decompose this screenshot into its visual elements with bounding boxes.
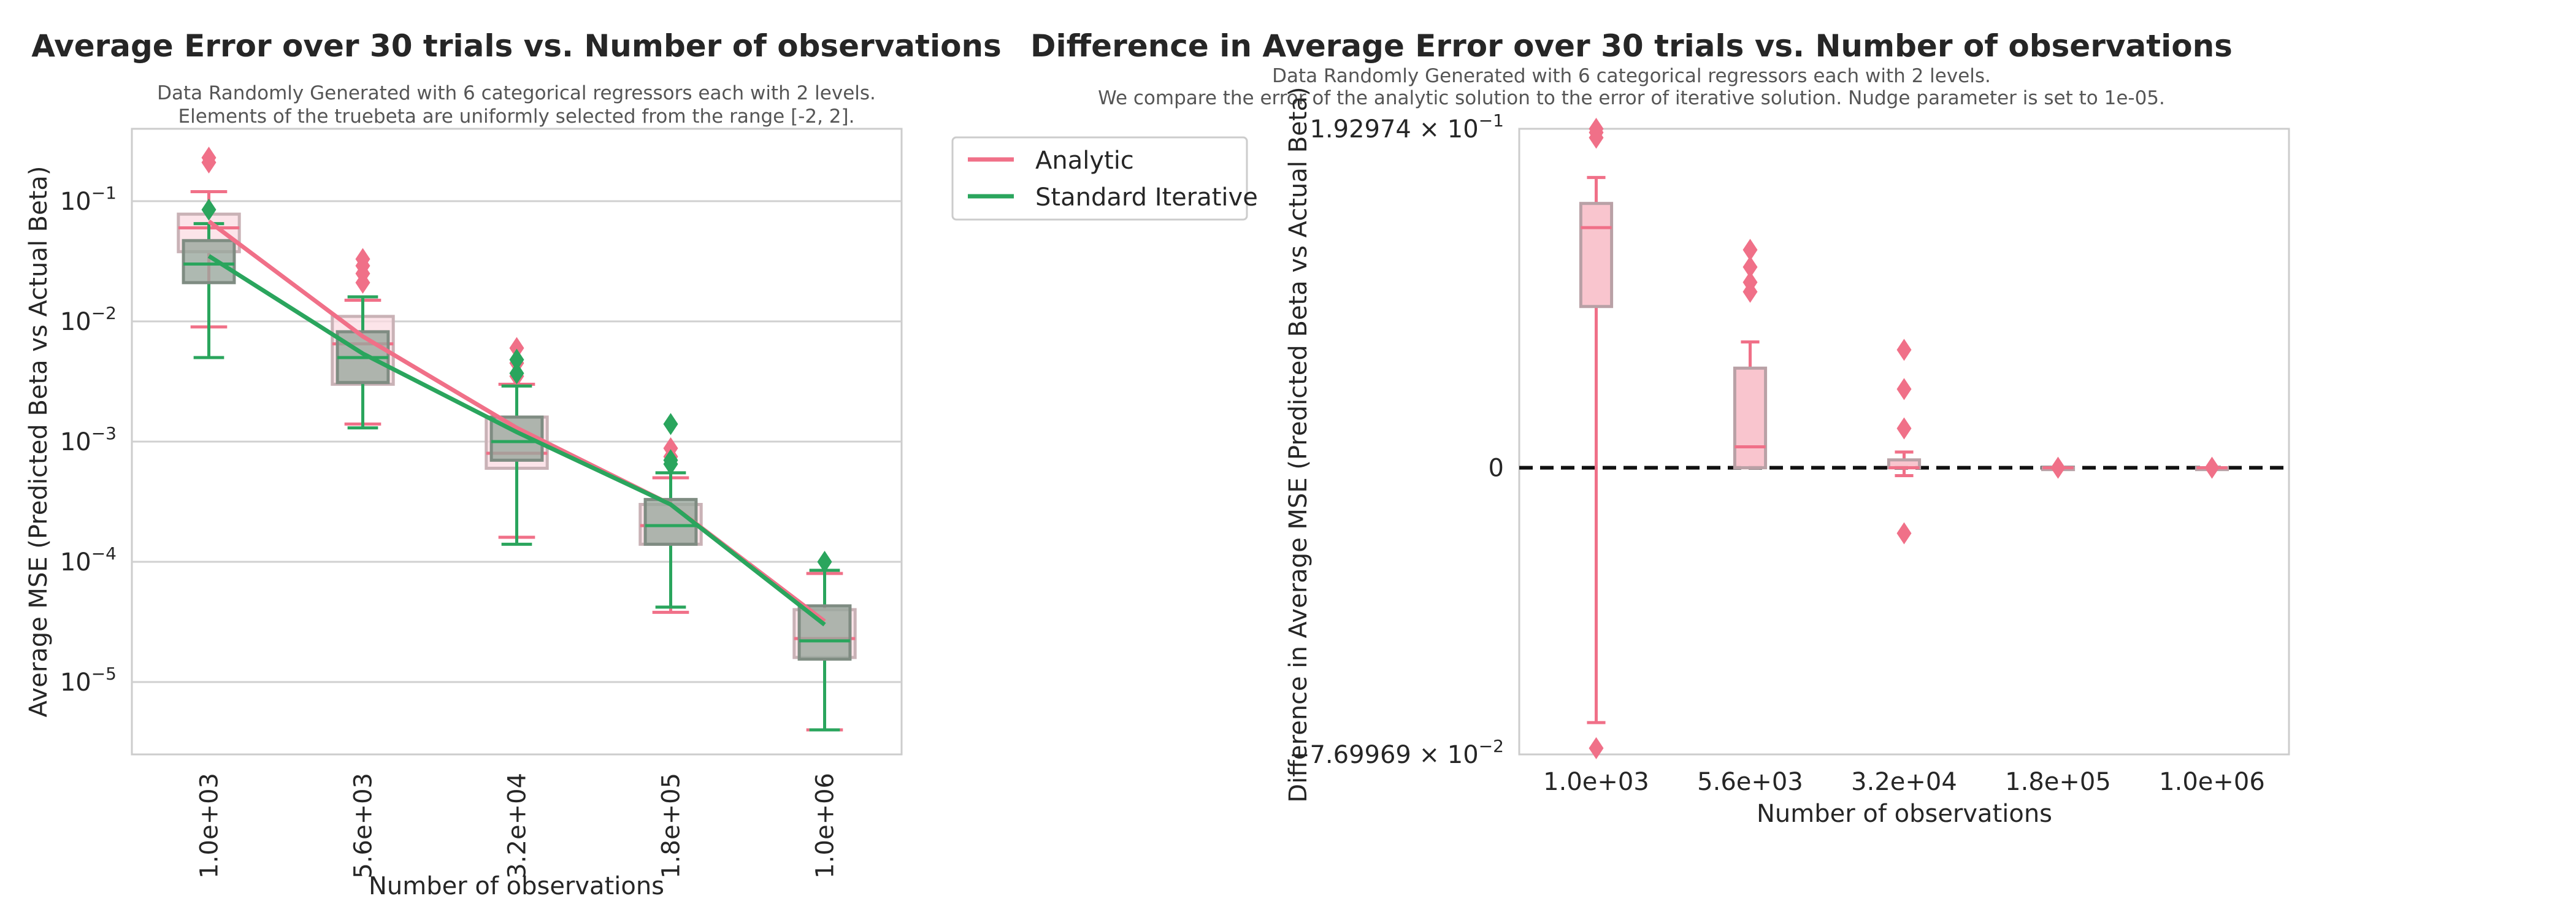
chart1-x-tick-label-1: 5.6e+03 xyxy=(350,773,378,879)
chart2-box-2-outlier-3 xyxy=(1896,339,1912,361)
chart1-subtitle-line-2: Elements of the truebeta are uniformly s… xyxy=(178,105,855,128)
chart1-standard-iterative-box-3-outlier-1 xyxy=(663,449,678,472)
chart2-box-2-outlier-1 xyxy=(1896,417,1912,440)
chart1-gridlines xyxy=(132,200,902,683)
chart2-plot-area xyxy=(1518,128,2290,756)
chart2-x-ticks: 1.0e+03 5.6e+03 3.2e+04 1.8e+05 1.0e+06 xyxy=(1543,768,2265,796)
chart2-x-tick-label-3: 1.8e+05 xyxy=(2005,768,2111,796)
chart1-x-tick-label-2: 3.2e+04 xyxy=(504,773,532,879)
chart1-boxes xyxy=(177,147,857,732)
chart1-standard-iterative-box-2-outlier-0 xyxy=(509,362,524,385)
legend-frame xyxy=(951,136,1248,221)
chart2-box-1-outlier-2 xyxy=(1742,256,1758,278)
chart2-y-ticks: 1.92974 × 10−1 0 −7.69969 × 10−2 xyxy=(1289,110,1504,769)
chart2-box-3-outlier-0 xyxy=(2050,456,2066,479)
chart1-analytic-box-3-outlier-1 xyxy=(663,437,678,459)
chart1-mean-line-standard-iterative xyxy=(207,254,826,627)
chart1-analytic-box-1-outlier-3 xyxy=(355,248,370,270)
chart1-x-tick-label-3: 1.8e+05 xyxy=(657,773,686,879)
legend-label-standard-iterative: Standard Iterative xyxy=(1035,183,1258,212)
chart2-y-tick-label-0: 1.92974 × 10−1 xyxy=(1309,110,1504,144)
chart1-standard-iterative-box-0-box xyxy=(182,239,236,285)
chart2-x-axis-label: Number of observations xyxy=(1757,800,2052,828)
chart1-analytic-box-0-outlier-1 xyxy=(201,147,217,169)
chart2-title: Difference in Average Error over 30 tria… xyxy=(1030,28,2233,64)
chart1-title: Average Error over 30 trials vs. Number … xyxy=(31,28,1002,64)
chart1-subtitle-line-1: Data Randomly Generated with 6 categoric… xyxy=(157,82,876,104)
chart2-box-0-outlier-3 xyxy=(1589,117,1604,140)
chart2-boxes xyxy=(1579,117,2229,759)
chart1-y-tick-label-0: 10−5 xyxy=(60,664,117,697)
chart2-box-1-box xyxy=(1733,366,1768,470)
chart2-box-0-outlier-0 xyxy=(1589,737,1604,759)
chart1-y-tick-label-4: 10−1 xyxy=(60,183,117,216)
chart-difference-vs-observations: Difference in Average Error over 30 tria… xyxy=(1030,28,2290,828)
chart2-x-tick-label-1: 5.6e+03 xyxy=(1697,768,1803,796)
chart1-y-axis-label: Average MSE (Predicted Beta vs Actual Be… xyxy=(25,166,53,717)
chart1-y-tick-label-2: 10−3 xyxy=(60,423,117,456)
chart2-subtitle-line-2: We compare the error of the analytic sol… xyxy=(1098,87,2165,109)
chart1-x-tick-label-4: 1.0e+06 xyxy=(811,773,840,879)
chart2-x-tick-label-0: 1.0e+03 xyxy=(1543,768,1649,796)
chart1-x-axis-label: Number of observations xyxy=(369,872,664,900)
chart2-box-1-outlier-1 xyxy=(1742,271,1758,294)
chart2-x-tick-label-2: 3.2e+04 xyxy=(1851,768,1957,796)
chart1-standard-iterative-box-4-box xyxy=(797,604,852,661)
chart1-analytic-box-2-outlier-2 xyxy=(509,337,524,359)
chart2-box-1-outlier-3 xyxy=(1742,239,1758,261)
chart2-x-tick-label-4: 1.0e+06 xyxy=(2159,768,2265,796)
legend-label-analytic: Analytic xyxy=(1035,147,1134,175)
chart1-standard-iterative-box-3-outlier-2 xyxy=(663,413,678,435)
chart-error-vs-observations: Average Error over 30 trials vs. Number … xyxy=(25,28,1002,900)
chart2-box-0-box xyxy=(1579,202,1614,309)
chart1-standard-iterative-box-2-outlier-1 xyxy=(509,348,524,371)
chart1-y-ticks: 10−5 10−4 10−3 10−2 10−1 xyxy=(60,183,117,697)
chart2-subtitle-line-1: Data Randomly Generated with 6 categoric… xyxy=(1272,65,1991,87)
chart1-y-tick-label-1: 10−4 xyxy=(60,543,117,577)
chart1-y-tick-label-3: 10−2 xyxy=(60,303,117,336)
chart2-y-tick-label-2: −7.69969 × 10−2 xyxy=(1289,736,1504,769)
chart2-y-tick-label-1: 0 xyxy=(1489,454,1504,483)
chart2-box-4-outlier-0 xyxy=(2204,456,2220,479)
chart2-box-2-outlier-2 xyxy=(1896,378,1912,401)
chart2-y-axis-label: Difference in Average MSE (Predicted Bet… xyxy=(1284,86,1313,802)
chart2-box-2-outlier-0 xyxy=(1896,522,1912,545)
chart1-standard-iterative-box-4-outlier-0 xyxy=(817,550,832,573)
chart1-standard-iterative-box-0-outlier-0 xyxy=(201,198,217,221)
chart1-x-tick-label-0: 1.0e+03 xyxy=(196,773,224,879)
chart1-x-ticks: 1.0e+03 5.6e+03 3.2e+04 1.8e+05 1.0e+06 xyxy=(196,773,840,879)
chart1-legend: Analytic Standard Iterative xyxy=(951,136,1258,221)
chart1-mean-lines xyxy=(207,220,826,627)
